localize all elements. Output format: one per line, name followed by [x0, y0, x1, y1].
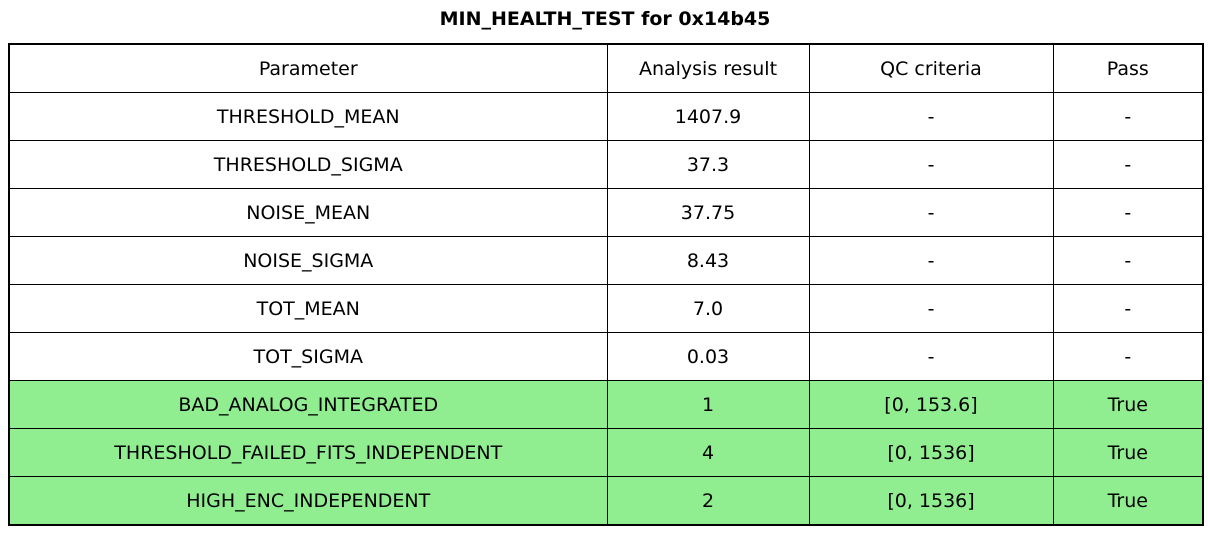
cell-pass: -: [1052, 284, 1204, 333]
cell-pass: -: [1052, 188, 1204, 237]
cell-parameter: THRESHOLD_FAILED_FITS_INDEPENDENT: [8, 428, 608, 477]
cell-analysis-result: 1407.9: [606, 92, 810, 141]
table-row: TOT_SIGMA 0.03 - -: [8, 332, 1204, 381]
cell-qc-criteria: -: [808, 284, 1054, 333]
table-row: NOISE_SIGMA 8.43 - -: [8, 236, 1204, 285]
cell-parameter: NOISE_MEAN: [8, 188, 608, 237]
cell-pass: -: [1052, 236, 1204, 285]
cell-pass: -: [1052, 332, 1204, 381]
figure-title: MIN_HEALTH_TEST for 0x14b45: [439, 8, 771, 30]
header-pass: Pass: [1052, 43, 1204, 93]
header-parameter: Parameter: [8, 43, 608, 93]
cell-parameter: THRESHOLD_MEAN: [8, 92, 608, 141]
table-row: THRESHOLD_FAILED_FITS_INDEPENDENT 4 [0, …: [8, 428, 1204, 477]
cell-analysis-result: 1: [606, 380, 810, 429]
cell-parameter: TOT_MEAN: [8, 284, 608, 333]
cell-pass: -: [1052, 92, 1204, 141]
cell-parameter: TOT_SIGMA: [8, 332, 608, 381]
cell-analysis-result: 8.43: [606, 236, 810, 285]
cell-parameter: HIGH_ENC_INDEPENDENT: [8, 476, 608, 526]
cell-pass: True: [1052, 476, 1204, 526]
cell-pass: -: [1052, 140, 1204, 189]
cell-qc-criteria: [0, 153.6]: [808, 380, 1054, 429]
cell-parameter: BAD_ANALOG_INTEGRATED: [8, 380, 608, 429]
table-row: TOT_MEAN 7.0 - -: [8, 284, 1204, 333]
cell-parameter: THRESHOLD_SIGMA: [8, 140, 608, 189]
cell-analysis-result: 4: [606, 428, 810, 477]
header-row: Parameter Analysis result QC criteria Pa…: [8, 43, 1204, 93]
table-row: HIGH_ENC_INDEPENDENT 2 [0, 1536] True: [8, 476, 1204, 526]
header-qc-criteria: QC criteria: [808, 43, 1054, 93]
table-row: NOISE_MEAN 37.75 - -: [8, 188, 1204, 237]
cell-qc-criteria: -: [808, 332, 1054, 381]
cell-pass: True: [1052, 380, 1204, 429]
cell-qc-criteria: [0, 1536]: [808, 428, 1054, 477]
cell-analysis-result: 2: [606, 476, 810, 526]
cell-qc-criteria: -: [808, 236, 1054, 285]
table-row: BAD_ANALOG_INTEGRATED 1 [0, 153.6] True: [8, 380, 1204, 429]
cell-analysis-result: 7.0: [606, 284, 810, 333]
cell-qc-criteria: -: [808, 92, 1054, 141]
cell-qc-criteria: -: [808, 188, 1054, 237]
cell-analysis-result: 37.3: [606, 140, 810, 189]
cell-analysis-result: 0.03: [606, 332, 810, 381]
cell-analysis-result: 37.75: [606, 188, 810, 237]
table-row: THRESHOLD_SIGMA 37.3 - -: [8, 140, 1204, 189]
cell-parameter: NOISE_SIGMA: [8, 236, 608, 285]
cell-pass: True: [1052, 428, 1204, 477]
header-analysis-result: Analysis result: [606, 43, 810, 93]
qc-table: Parameter Analysis result QC criteria Pa…: [8, 43, 1204, 526]
cell-qc-criteria: [0, 1536]: [808, 476, 1054, 526]
table-row: THRESHOLD_MEAN 1407.9 - -: [8, 92, 1204, 141]
cell-qc-criteria: -: [808, 140, 1054, 189]
